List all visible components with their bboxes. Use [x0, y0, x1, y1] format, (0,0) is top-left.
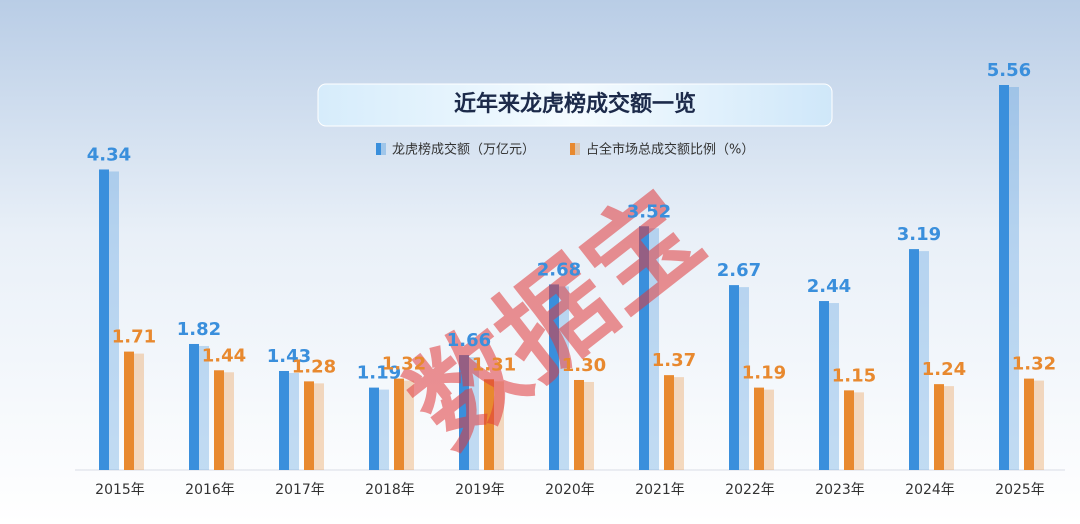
bar	[819, 301, 829, 470]
bar-side	[314, 383, 324, 470]
bar	[124, 351, 134, 470]
bar-side	[224, 372, 234, 470]
data-label: 1.31	[472, 354, 516, 375]
legend-swatch	[570, 143, 575, 155]
data-label: 5.56	[987, 60, 1031, 81]
legend-swatch-side	[575, 143, 580, 155]
data-label: 1.30	[562, 355, 606, 376]
x-tick-label: 2015年	[95, 482, 145, 498]
bar-side	[199, 345, 209, 470]
bar-side	[764, 389, 774, 470]
bar	[934, 384, 944, 470]
data-label: 2.68	[537, 259, 581, 280]
data-label: 4.34	[87, 144, 131, 165]
bar	[369, 387, 379, 470]
bar	[549, 284, 559, 470]
data-label: 1.32	[382, 354, 426, 375]
bar-side	[829, 303, 839, 470]
title-box	[317, 83, 833, 127]
x-tick-label: 2024年	[905, 482, 955, 498]
bar	[639, 226, 649, 470]
bar-side	[584, 381, 594, 470]
data-label: 1.66	[447, 330, 491, 351]
bar	[99, 169, 109, 470]
x-tick-label: 2025年	[995, 482, 1045, 498]
x-tick-label: 2022年	[725, 482, 775, 498]
bar-side	[469, 357, 479, 470]
bar-side	[109, 171, 119, 470]
bar-side	[739, 287, 749, 470]
bar	[1024, 378, 1034, 470]
data-label: 2.44	[807, 276, 851, 297]
bar-side	[134, 353, 144, 470]
bar-side	[404, 380, 414, 470]
x-tick-label: 2020年	[545, 482, 595, 498]
legend-label: 龙虎榜成交额（万亿元）	[392, 142, 535, 158]
bar	[304, 381, 314, 470]
data-label: 1.43	[267, 346, 311, 367]
bar-side	[494, 381, 504, 470]
bar	[999, 85, 1009, 470]
bar	[279, 370, 289, 470]
x-tick-label: 2023年	[815, 482, 865, 498]
bar	[844, 390, 854, 470]
data-label: 1.28	[292, 356, 336, 377]
bar-side	[379, 389, 389, 470]
bar-side	[559, 286, 569, 470]
data-label: 1.37	[652, 350, 696, 371]
x-tick-label: 2021年	[635, 482, 685, 498]
bar-side	[674, 377, 684, 470]
x-tick-label: 2019年	[455, 482, 505, 498]
bar-side	[854, 392, 864, 470]
data-label: 1.71	[112, 327, 156, 348]
bar	[394, 378, 404, 470]
legend-swatch	[376, 143, 381, 155]
bar-side	[289, 372, 299, 470]
bar	[459, 355, 469, 470]
data-label: 1.32	[1012, 354, 1056, 375]
bar-side	[944, 386, 954, 470]
bar-side	[649, 228, 659, 470]
bar	[574, 379, 584, 470]
data-label: 1.82	[177, 319, 221, 340]
x-tick-label: 2016年	[185, 482, 235, 498]
legend-label: 占全市场总成交额比例（%）	[586, 142, 754, 158]
legend-swatch-side	[381, 143, 386, 155]
data-label: 2.67	[717, 260, 761, 281]
bar	[664, 375, 674, 470]
x-tick-label: 2017年	[275, 482, 325, 498]
bar	[484, 379, 494, 470]
bar-side	[1034, 380, 1044, 470]
bar	[214, 370, 224, 470]
chart-title: 近年来龙虎榜成交额一览	[454, 91, 696, 117]
data-label: 3.19	[897, 224, 941, 245]
x-tick-label: 2018年	[365, 482, 415, 498]
bar	[729, 285, 739, 470]
data-label: 1.19	[742, 363, 786, 384]
bar-side	[919, 251, 929, 470]
data-label: 1.19	[357, 363, 401, 384]
data-label: 1.24	[922, 359, 966, 380]
bar	[909, 249, 919, 470]
bar-side	[1009, 87, 1019, 470]
bar	[189, 343, 199, 470]
data-label: 1.15	[832, 365, 876, 386]
bar	[754, 387, 764, 470]
data-label: 3.52	[627, 201, 671, 222]
data-label: 1.44	[202, 345, 246, 366]
